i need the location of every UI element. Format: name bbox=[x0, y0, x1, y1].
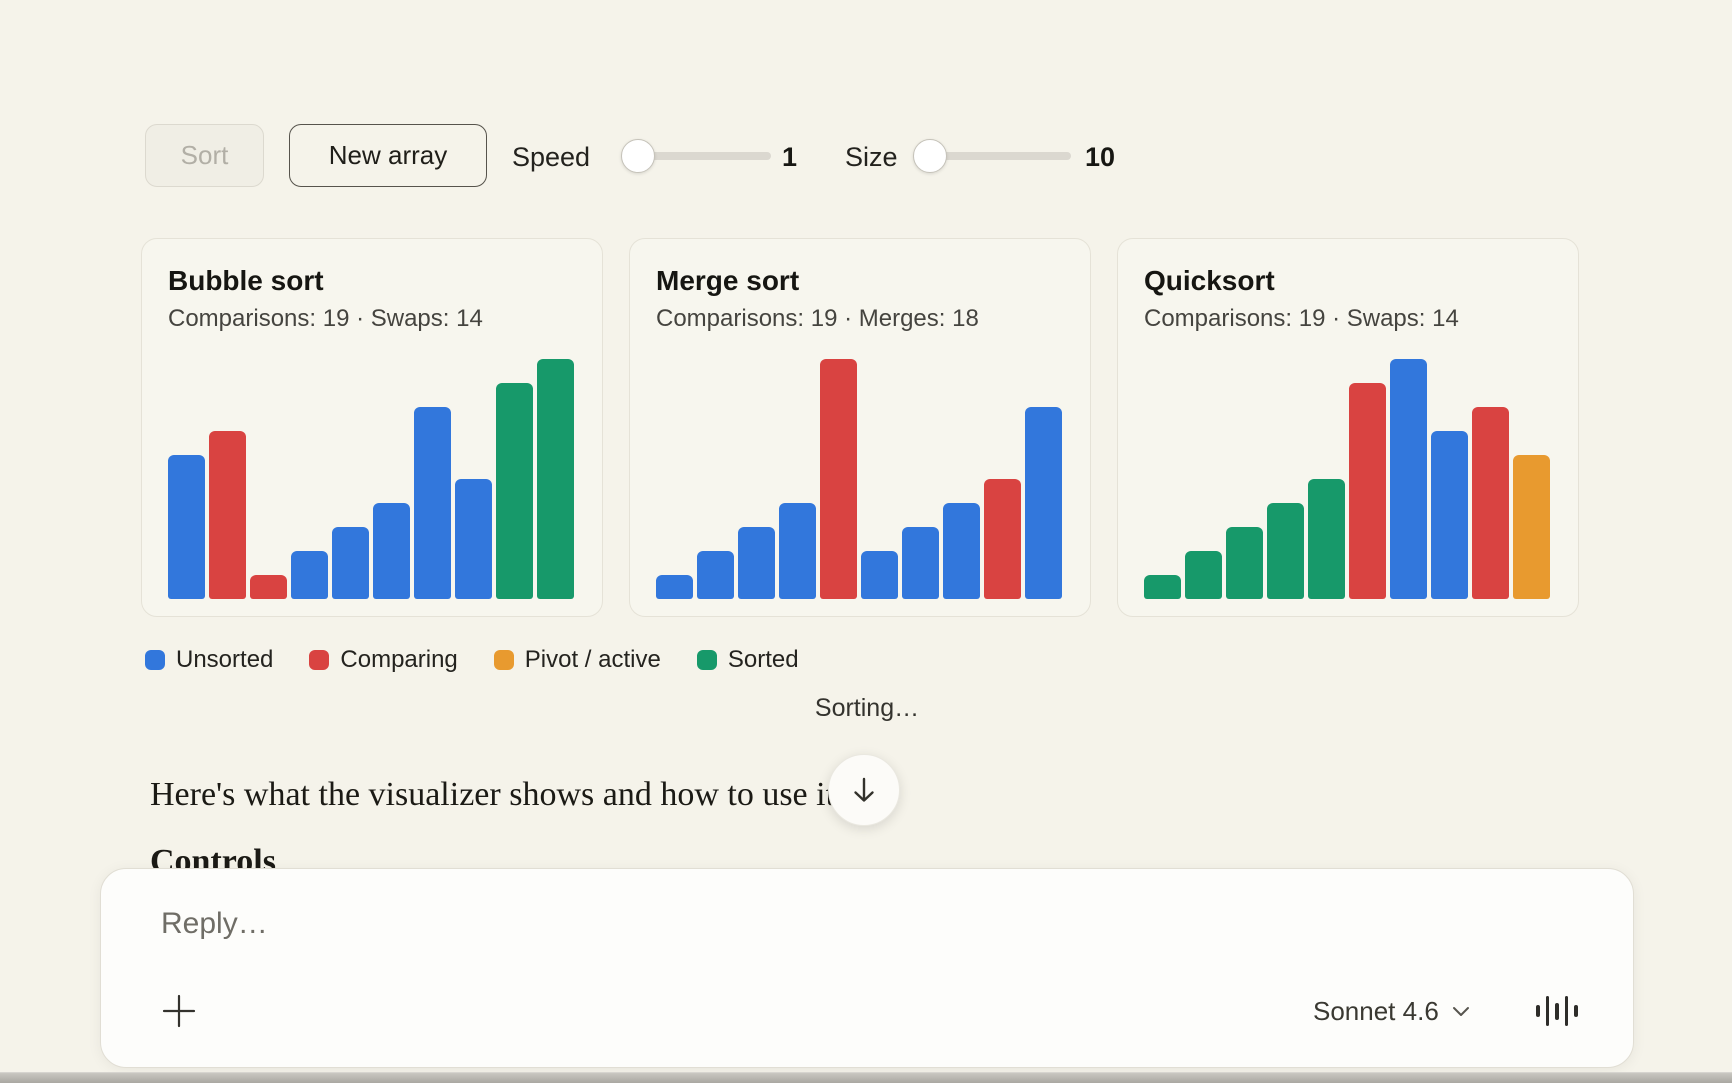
legend-item: Unsorted bbox=[145, 646, 273, 674]
bar-unsorted bbox=[168, 455, 205, 599]
voice-mode-button[interactable] bbox=[1529, 991, 1585, 1031]
legend-swatch bbox=[145, 650, 165, 670]
bar-comparing bbox=[209, 431, 246, 599]
panel-bars bbox=[1144, 357, 1550, 599]
bottom-scrollbar[interactable] bbox=[0, 1072, 1732, 1083]
legend-swatch bbox=[493, 650, 514, 670]
plus-icon bbox=[162, 994, 196, 1028]
size-value: 10 bbox=[1085, 142, 1116, 172]
bar-unsorted bbox=[1431, 431, 1468, 599]
panel-stats: Comparisons: 19 · Merges: 18 bbox=[656, 305, 979, 332]
panel-title: Bubble sort bbox=[168, 265, 324, 296]
bar-unsorted bbox=[779, 503, 816, 599]
sorting-status: Sorting… bbox=[814, 694, 920, 722]
scroll-to-bottom-button[interactable] bbox=[828, 754, 900, 826]
bar-unsorted bbox=[1390, 359, 1427, 599]
bar-unsorted bbox=[697, 551, 734, 599]
bar-sorted bbox=[1185, 551, 1222, 599]
bar-sorted bbox=[496, 383, 533, 599]
legend-swatch bbox=[696, 650, 717, 670]
bar-unsorted bbox=[332, 527, 369, 599]
legend-item: Sorted bbox=[696, 646, 799, 674]
bar-comparing bbox=[820, 359, 857, 599]
bar-comparing bbox=[1472, 407, 1509, 599]
bar-unsorted bbox=[656, 575, 693, 599]
bar-unsorted bbox=[291, 551, 328, 599]
reply-input[interactable]: Reply… bbox=[161, 907, 268, 940]
size-slider-thumb[interactable] bbox=[913, 139, 947, 173]
chevron-down-icon bbox=[1451, 1004, 1471, 1018]
legend-label: Pivot / active bbox=[524, 646, 661, 673]
bar-unsorted bbox=[738, 527, 775, 599]
panel-title: Merge sort bbox=[656, 265, 800, 296]
bar-sorted bbox=[1144, 575, 1181, 599]
bar-comparing bbox=[250, 575, 287, 599]
bar-unsorted bbox=[455, 479, 492, 599]
bar-unsorted bbox=[943, 503, 980, 599]
bar-sorted bbox=[1226, 527, 1263, 599]
legend: Unsorted Comparing Pivot / active Sorted bbox=[145, 646, 799, 674]
size-slider-track[interactable] bbox=[913, 152, 1071, 160]
size-label: Size bbox=[845, 142, 898, 172]
bar-sorted bbox=[1308, 479, 1345, 599]
speed-slider-track[interactable] bbox=[621, 152, 771, 160]
attach-button[interactable] bbox=[161, 993, 197, 1029]
panel-stats: Comparisons: 19 · Swaps: 14 bbox=[168, 305, 483, 332]
bar-unsorted bbox=[414, 407, 451, 599]
bar-unsorted bbox=[373, 503, 410, 599]
speed-slider[interactable] bbox=[621, 139, 771, 173]
model-selector[interactable]: Sonnet 4.6 bbox=[1313, 993, 1471, 1029]
arrow-down-icon bbox=[848, 774, 880, 806]
legend-label: Comparing bbox=[340, 646, 458, 673]
legend-swatch bbox=[309, 650, 330, 670]
size-slider[interactable] bbox=[913, 139, 1071, 173]
bar-sorted bbox=[1267, 503, 1304, 599]
bar-unsorted bbox=[861, 551, 898, 599]
bar-sorted bbox=[537, 359, 574, 599]
voice-waveform-icon bbox=[1536, 996, 1578, 1026]
bar-unsorted bbox=[1025, 407, 1062, 599]
panel-bars bbox=[168, 357, 574, 599]
algorithm-panel: Bubble sort Comparisons: 19 · Swaps: 14 bbox=[141, 238, 603, 617]
speed-value: 1 bbox=[782, 142, 798, 172]
bar-comparing bbox=[1349, 383, 1386, 599]
speed-label: Speed bbox=[512, 142, 591, 172]
legend-item: Pivot / active bbox=[493, 646, 661, 674]
reply-composer: Reply… Sonnet 4.6 bbox=[100, 868, 1634, 1068]
sort-button[interactable]: Sort bbox=[145, 124, 264, 187]
legend-label: Sorted bbox=[727, 646, 799, 673]
article-paragraph: Here's what the visualizer shows and how… bbox=[150, 776, 845, 813]
bar-comparing bbox=[984, 479, 1021, 599]
legend-item: Comparing bbox=[309, 646, 458, 674]
algorithm-panel: Quicksort Comparisons: 19 · Swaps: 14 bbox=[1117, 238, 1579, 617]
algorithm-panels: Bubble sort Comparisons: 19 · Swaps: 14 … bbox=[141, 238, 1579, 617]
panel-stats: Comparisons: 19 · Swaps: 14 bbox=[1144, 305, 1459, 332]
algorithm-panel: Merge sort Comparisons: 19 · Merges: 18 bbox=[629, 238, 1091, 617]
panel-title: Quicksort bbox=[1144, 265, 1275, 296]
model-selector-label: Sonnet 4.6 bbox=[1313, 995, 1439, 1026]
legend-label: Unsorted bbox=[176, 646, 274, 673]
bar-pivot bbox=[1513, 455, 1550, 599]
speed-slider-thumb[interactable] bbox=[621, 139, 655, 173]
bar-unsorted bbox=[902, 527, 939, 599]
panel-bars bbox=[656, 357, 1062, 599]
new-array-button[interactable]: New array bbox=[289, 124, 487, 187]
